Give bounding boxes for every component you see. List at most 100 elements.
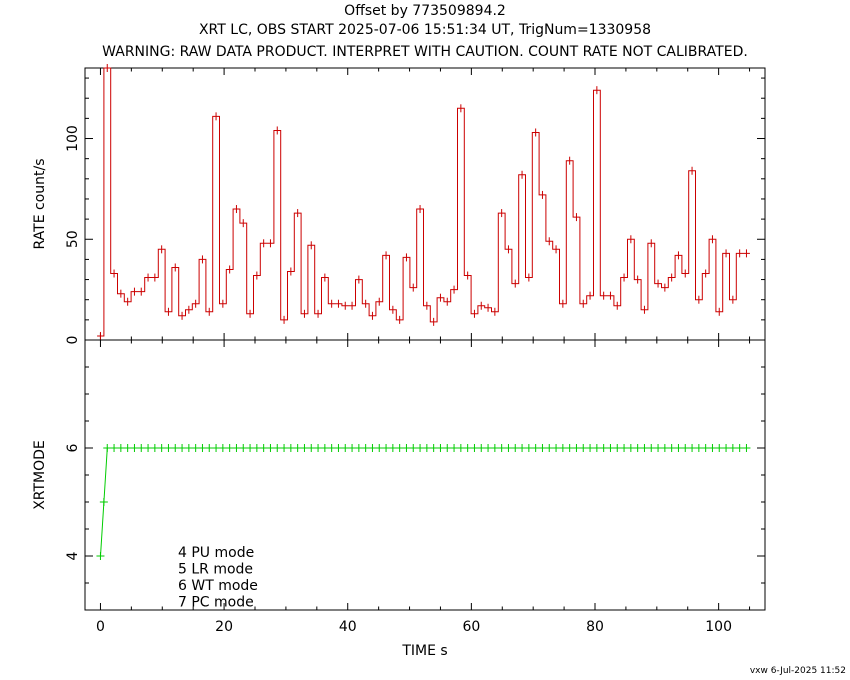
- mode-point: [552, 444, 561, 452]
- x-tick-label: 0: [96, 619, 105, 635]
- mode-point: [579, 444, 588, 452]
- mode-point: [708, 444, 717, 452]
- mode-point: [259, 444, 268, 452]
- chart-title-obs: XRT LC, OBS START 2025-07-06 15:51:34 UT…: [198, 22, 652, 38]
- mode-point: [620, 444, 629, 452]
- mode-point: [504, 444, 513, 452]
- mode-point: [511, 444, 520, 452]
- y-tick-label: 100: [65, 125, 81, 152]
- mode-point: [409, 444, 418, 452]
- mode-point: [728, 444, 737, 452]
- mode-point: [144, 444, 153, 452]
- mode-point: [599, 444, 608, 452]
- y-tick-label: 4: [65, 551, 81, 560]
- mode-point: [715, 444, 724, 452]
- mode-point: [647, 444, 656, 452]
- mode-point: [613, 444, 622, 452]
- x-tick-label: 60: [462, 619, 480, 635]
- mode-point: [674, 444, 683, 452]
- mode-point: [477, 444, 486, 452]
- mode-point: [341, 444, 350, 452]
- mode-point: [178, 444, 187, 452]
- y-axis-label: RATE count/s: [32, 158, 48, 249]
- mode-point: [116, 444, 125, 452]
- mode-point: [422, 444, 431, 452]
- mode-point: [123, 444, 132, 452]
- mode-point: [545, 444, 554, 452]
- x-axis-label: TIME s: [401, 643, 447, 659]
- chart-title-offset: Offset by 773509894.2: [344, 3, 506, 19]
- mode-point: [742, 444, 751, 452]
- mode-point: [225, 444, 234, 452]
- mode-point: [164, 444, 173, 452]
- mode-point: [307, 444, 316, 452]
- mode-point: [157, 444, 166, 452]
- mode-point: [701, 444, 710, 452]
- y-axis-label: XRTMODE: [32, 440, 48, 510]
- mode-point: [99, 498, 108, 506]
- mode-point: [654, 444, 663, 452]
- mode-point: [402, 444, 411, 452]
- y-tick-label: 0: [65, 336, 81, 345]
- mode-point: [150, 444, 159, 452]
- mode-point: [524, 444, 533, 452]
- mode-point: [273, 444, 282, 452]
- mode-point: [395, 444, 404, 452]
- mode-point: [633, 444, 642, 452]
- x-tick-label: 80: [586, 619, 604, 635]
- mode-point: [368, 444, 377, 452]
- mode-point: [171, 444, 180, 452]
- x-tick-label: 40: [339, 619, 357, 635]
- mode-legend-entry: 7 PC mode: [178, 595, 254, 611]
- mode-point: [531, 444, 540, 452]
- mode-point: [667, 444, 676, 452]
- mode-point: [484, 444, 493, 452]
- mode-point: [232, 444, 241, 452]
- mode-point: [456, 444, 465, 452]
- rate-series-line: [97, 67, 750, 337]
- mode-point: [586, 444, 595, 452]
- mode-point: [205, 444, 214, 452]
- mode-point: [463, 444, 472, 452]
- mode-point: [96, 552, 105, 560]
- mode-point: [382, 444, 391, 452]
- mode-point: [558, 444, 567, 452]
- mode-point: [688, 444, 697, 452]
- mode-point: [314, 444, 323, 452]
- mode-point: [606, 444, 615, 452]
- mode-point: [735, 444, 744, 452]
- mode-point: [572, 444, 581, 452]
- mode-point: [280, 444, 289, 452]
- mode-point: [184, 444, 193, 452]
- mode-point: [266, 444, 275, 452]
- mode-legend-entry: 6 WT mode: [178, 578, 258, 594]
- mode-point: [212, 444, 221, 452]
- mode-point: [429, 444, 438, 452]
- mode-legend-entry: 4 PU mode: [178, 545, 254, 561]
- mode-point: [436, 444, 445, 452]
- mode-series-line: [100, 447, 747, 557]
- mode-point: [198, 444, 207, 452]
- mode-point: [538, 444, 547, 452]
- mode-point: [375, 444, 384, 452]
- mode-point: [286, 444, 295, 452]
- y-tick-label: 50: [65, 230, 81, 248]
- mode-point: [388, 444, 397, 452]
- mode-point: [518, 444, 527, 452]
- mode-point: [450, 444, 459, 452]
- mode-point: [640, 444, 649, 452]
- mode-point: [334, 444, 343, 452]
- y-tick-label: 6: [65, 443, 81, 452]
- mode-point: [626, 444, 635, 452]
- footer-timestamp: vxw 6-Jul-2025 11:52: [749, 666, 846, 676]
- mode-point: [361, 444, 370, 452]
- mode-point: [293, 444, 302, 452]
- x-tick-label: 100: [705, 619, 732, 635]
- x-tick-label: 20: [215, 619, 233, 635]
- mode-point: [191, 444, 200, 452]
- mode-point: [218, 444, 227, 452]
- mode-point: [565, 444, 574, 452]
- mode-point: [327, 444, 336, 452]
